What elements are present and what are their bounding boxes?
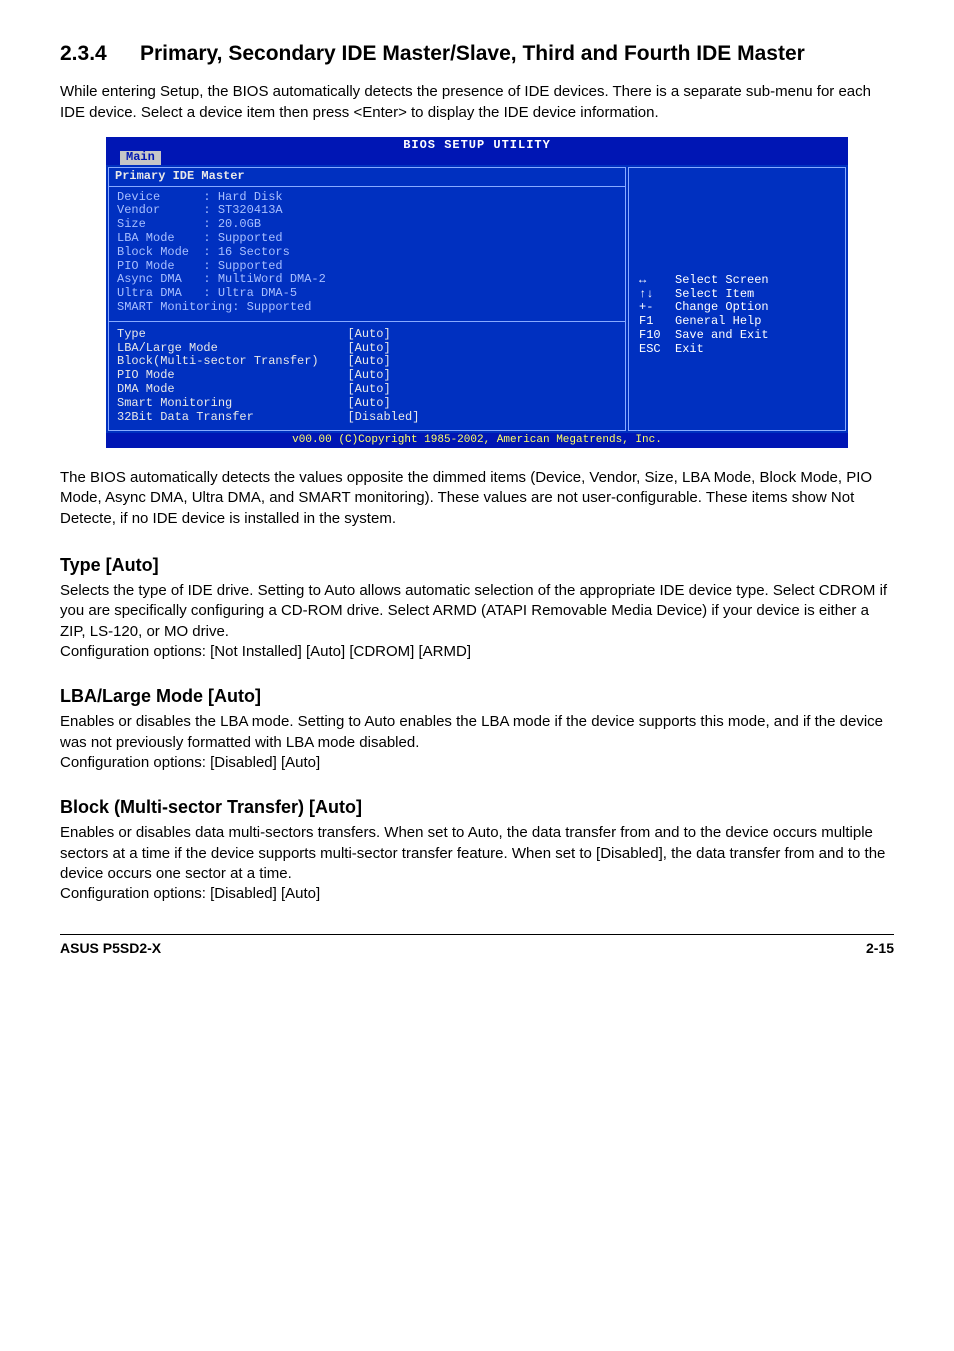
bios-settings: Type [Auto] LBA/Large Mode [Auto] Block(… xyxy=(109,321,625,431)
subsection-heading: Block (Multi-sector Transfer) [Auto] xyxy=(60,795,894,819)
bios-tab-main: Main xyxy=(120,151,161,165)
bios-panel-title: Primary IDE Master xyxy=(109,168,625,187)
subsection-heading: Type [Auto] xyxy=(60,553,894,577)
bios-brand: BIOS SETUP UTILITY xyxy=(403,138,551,152)
bios-titlebar: BIOS SETUP UTILITY Main xyxy=(106,137,848,165)
subsection-body: Enables or disables the LBA mode. Settin… xyxy=(60,712,894,773)
subsection-body: Enables or disables data multi-sectors t… xyxy=(60,823,894,904)
bios-footer: v00.00 (C)Copyright 1985-2002, American … xyxy=(106,433,848,448)
post-bios-paragraph: The BIOS automatically detects the value… xyxy=(60,468,894,529)
heading-number: 2.3.4 xyxy=(60,40,140,68)
subsection-heading: LBA/Large Mode [Auto] xyxy=(60,684,894,708)
footer-page-number: 2-15 xyxy=(866,939,894,958)
bios-body: Primary IDE Master Device : Hard Disk Ve… xyxy=(106,165,848,434)
bios-help-panel: ↔ Select Screen ↑↓ Select Item +- Change… xyxy=(628,167,846,432)
bios-screenshot: BIOS SETUP UTILITY Main Primary IDE Mast… xyxy=(106,137,848,448)
subsection-body: Selects the type of IDE drive. Setting t… xyxy=(60,581,894,662)
heading-title: Primary, Secondary IDE Master/Slave, Thi… xyxy=(140,40,894,68)
bios-help-keys: ↔ Select Screen ↑↓ Select Item +- Change… xyxy=(639,274,835,357)
bios-device-info: Device : Hard Disk Vendor : ST320413A Si… xyxy=(111,191,623,321)
page-footer: ASUS P5SD2-X 2-15 xyxy=(60,934,894,958)
bios-left-panel: Primary IDE Master Device : Hard Disk Ve… xyxy=(108,167,626,432)
footer-product: ASUS P5SD2-X xyxy=(60,939,161,958)
section-heading: 2.3.4 Primary, Secondary IDE Master/Slav… xyxy=(60,40,894,68)
intro-paragraph: While entering Setup, the BIOS automatic… xyxy=(60,82,894,123)
